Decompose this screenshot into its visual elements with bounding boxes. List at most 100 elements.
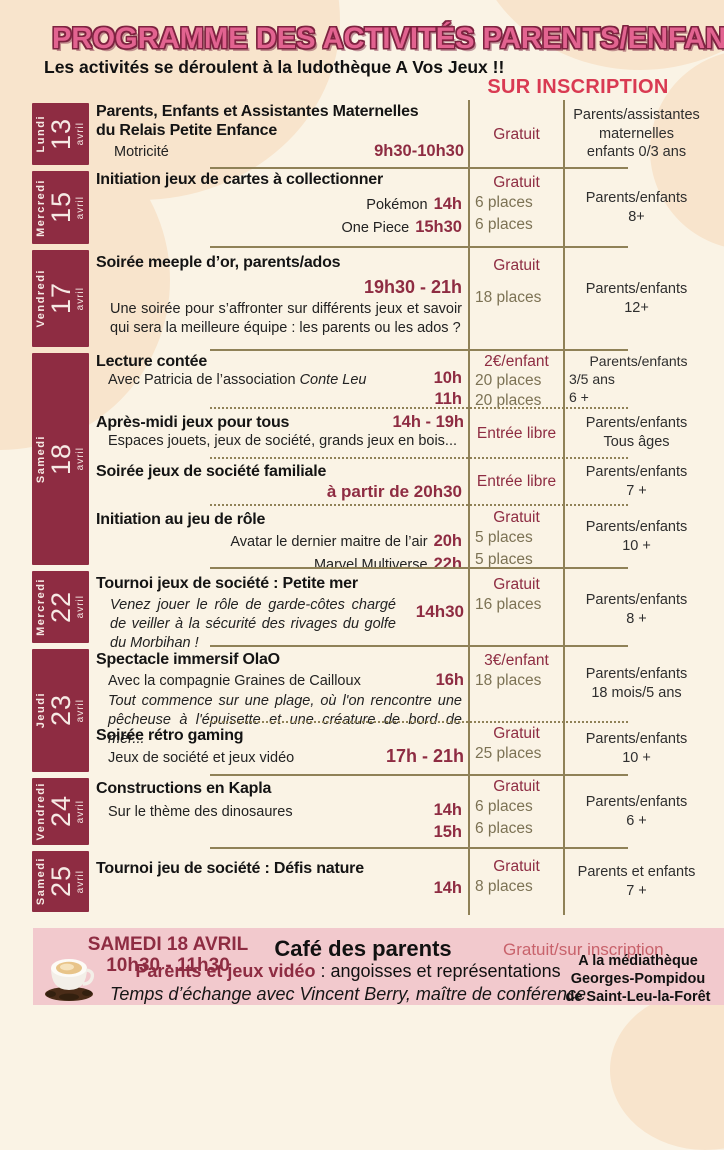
activity-cell: Soirée rétro gaming Jeux de société et j… bbox=[89, 722, 468, 775]
footer-topic: Parents et jeux vidéo : angoisses et rep… bbox=[135, 961, 561, 981]
group-jeudi-23: Jeudi 23 avril Spectacle immersif OlaO A… bbox=[32, 645, 708, 775]
activity-cell: Soirée meeple d’or, parents/ados 19h30 -… bbox=[89, 247, 468, 350]
page-title: PROGRAMME DES ACTIVITÉS PARENTS/ENFANTS bbox=[52, 22, 724, 55]
activity-description: Venez jouer le rôle de garde-côtes charg… bbox=[110, 596, 396, 651]
location-line: A la médiathèque bbox=[578, 953, 698, 969]
program-table: Lundi 13 avril Parents, Enfants et Assis… bbox=[32, 100, 708, 915]
session-line: One Piece 15h30 bbox=[96, 216, 464, 239]
audience-line: Parents/enfants bbox=[585, 518, 688, 535]
activity-title: Spectacle immersif OlaO bbox=[96, 651, 280, 668]
places-label: 18 places bbox=[475, 289, 542, 306]
location-line: Georges-Pompidou bbox=[570, 971, 706, 987]
date-block-mercredi-15: Mercredi 15 avril bbox=[32, 171, 89, 244]
places-label: 6 places bbox=[475, 216, 533, 233]
price-label: 2€/enfant bbox=[484, 353, 549, 370]
audience-cell: Parents/enfants 10 + bbox=[565, 505, 708, 568]
price-cell: Gratuit 6 places 6 places bbox=[468, 168, 565, 247]
activity-description: Une soirée pour s’affronter sur différen… bbox=[110, 300, 462, 336]
table-row: Soirée meeple d’or, parents/ados 19h30 -… bbox=[89, 247, 708, 350]
location-line: de Saint-Leu-la-Forêt bbox=[565, 989, 711, 1005]
association-name: Conte Leu bbox=[299, 371, 367, 388]
audience-cell: Parents/enfants 7 + bbox=[565, 458, 708, 505]
audience-line: Parents/enfants bbox=[585, 592, 688, 609]
activity-title: Soirée rétro gaming bbox=[96, 727, 244, 744]
session-time: 20h bbox=[433, 531, 462, 550]
audience-cell: Parents/enfants 6 + bbox=[565, 775, 708, 848]
places-label: 25 places bbox=[475, 745, 542, 762]
footer-date: SAMEDI 18 AVRIL 10h30 - 11h30 bbox=[63, 934, 273, 976]
price-cell: 2€/enfant 20 places 20 places bbox=[468, 350, 565, 409]
audience-line: 6 + bbox=[626, 812, 647, 829]
date-block-samedi-18: Samedi 18 avril bbox=[32, 353, 89, 565]
footer-title: Café des parents bbox=[274, 936, 452, 961]
day-number: 17 bbox=[45, 282, 76, 315]
activity-cell: Après-midi jeux pour tous 14h - 19h Espa… bbox=[89, 408, 468, 458]
audience-line: Parents/enfants bbox=[585, 280, 688, 297]
price-label: Gratuit bbox=[493, 125, 540, 143]
footer-location: A la médiathèque Georges-Pompidou de Sai… bbox=[558, 952, 718, 1006]
table-row: Spectacle immersif OlaO Avec la compagni… bbox=[89, 646, 708, 747]
audience-line: Parents/enfants bbox=[589, 352, 688, 369]
audience-cell: Parents/enfants 8+ bbox=[565, 168, 708, 247]
session-label: One Piece bbox=[341, 219, 410, 236]
day-label: Mercredi bbox=[34, 178, 47, 237]
group-samedi-18: Samedi 18 avril Lecture contée Avec Patr… bbox=[32, 349, 708, 573]
audience-line: Parents/enfants bbox=[585, 415, 688, 432]
audience-line: Parents/enfants bbox=[585, 666, 688, 683]
month-label: avril bbox=[74, 799, 86, 824]
places-label: 20 places bbox=[475, 372, 542, 389]
places-label: 6 places bbox=[475, 820, 533, 837]
price-label: Gratuit bbox=[493, 257, 540, 274]
activity-cell: Tournoi jeux de société : Petite mer Ven… bbox=[89, 568, 468, 652]
price-label: Gratuit bbox=[493, 174, 540, 191]
activity-time: 19h30 - 21h bbox=[363, 276, 462, 297]
audience-line: 8 + bbox=[626, 611, 647, 628]
activity-title-line2: du Relais Petite Enfance bbox=[96, 121, 278, 139]
activity-title: Après-midi jeux pour tous bbox=[96, 414, 290, 431]
session-line: Pokémon 14h bbox=[96, 193, 464, 216]
footer-topic-bold: Parents et jeux vidéo bbox=[135, 961, 316, 981]
footer-time: 10h30 - 11h30 bbox=[106, 955, 230, 976]
activity-title: Soirée meeple d’or, parents/ados bbox=[96, 254, 341, 271]
group-vendredi-17: Vendredi 17 avril Soirée meeple d’or, pa… bbox=[32, 246, 708, 350]
coffee-cup-icon bbox=[41, 954, 99, 1007]
day-label: Mercredi bbox=[34, 578, 47, 636]
group-samedi-25: Samedi 25 avril Tournoi jeu de société :… bbox=[32, 847, 708, 915]
activity-subtitle: Jeux de société et jeux vidéo bbox=[108, 749, 295, 766]
price-label: 3€/enfant bbox=[484, 652, 549, 669]
audience-line: 8+ bbox=[628, 208, 645, 225]
audience-line: Parents/enfants bbox=[585, 463, 688, 480]
price-label: Gratuit bbox=[493, 778, 540, 795]
price-cell: Gratuit 8 places bbox=[468, 848, 565, 915]
price-cell: Gratuit 16 places bbox=[468, 568, 565, 653]
audience-line: 12+ bbox=[624, 299, 649, 316]
audience-cell: Parents/enfants 12+ bbox=[565, 247, 708, 350]
activity-cell: Tournoi jeu de société : Défis nature 14… bbox=[89, 848, 468, 915]
day-label: Lundi bbox=[34, 115, 47, 153]
month-label: avril bbox=[74, 595, 86, 619]
session-label: Avatar le dernier maitre de l’air bbox=[230, 533, 428, 550]
table-row: Soirée jeux de société familiale à parti… bbox=[89, 457, 708, 505]
audience-cell: Parents/assistantes maternelles enfants … bbox=[565, 100, 708, 168]
price-cell: Gratuit 5 places 5 places bbox=[468, 505, 565, 568]
month-label: avril bbox=[74, 195, 86, 220]
audience-cell: Parents/enfants 18 mois/5 ans bbox=[565, 646, 708, 722]
table-row: Initiation jeux de cartes à collectionne… bbox=[89, 168, 708, 247]
audience-cell: Parents/enfants Tous âges bbox=[565, 408, 708, 458]
activity-title: Parents, Enfants et Assistantes Maternel… bbox=[96, 103, 419, 120]
audience-line: 10 + bbox=[622, 537, 651, 554]
activity-time: 9h30-10h30 bbox=[374, 141, 464, 160]
audience-line: 6 + bbox=[569, 389, 589, 406]
day-number: 25 bbox=[45, 865, 76, 898]
price-cell: Entrée libre bbox=[468, 408, 565, 458]
audience-cell: Parents et enfants 7 + bbox=[565, 848, 708, 915]
day-label: Vendredi bbox=[34, 269, 47, 328]
activity-time: 17h - 21h bbox=[385, 745, 464, 766]
audience-line: 7 + bbox=[626, 482, 647, 499]
date-block-samedi-25: Samedi 25 avril bbox=[32, 851, 89, 912]
activity-time: 14h - 19h bbox=[392, 413, 464, 431]
places-label: 6 places bbox=[475, 798, 533, 815]
activity-cell: Initiation jeux de cartes à collectionne… bbox=[89, 168, 468, 247]
audience-line: Parents/enfants bbox=[585, 189, 688, 206]
price-label: Gratuit bbox=[493, 509, 540, 526]
